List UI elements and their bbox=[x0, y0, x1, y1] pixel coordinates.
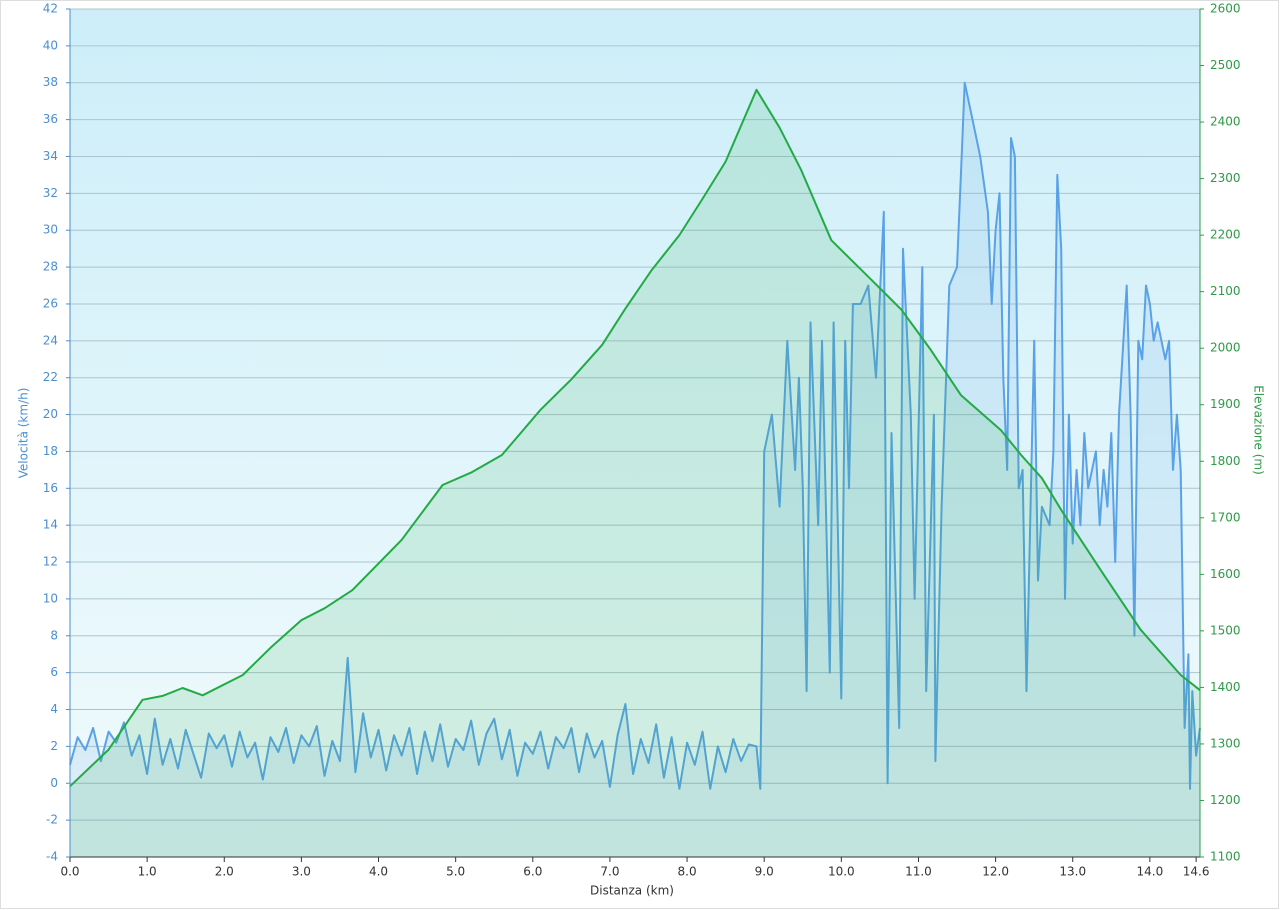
y-tick-label: 16 bbox=[43, 481, 58, 495]
x-tick-label: 11.0 bbox=[905, 865, 932, 879]
x-tick-label: 10.0 bbox=[828, 865, 855, 879]
y-tick-label: 26 bbox=[43, 296, 58, 310]
x-tick-label: 12.0 bbox=[982, 865, 1009, 879]
y2-tick-label: 1200 bbox=[1210, 793, 1241, 807]
y2-tick-label: 2600 bbox=[1210, 2, 1241, 16]
y-tick-label: 30 bbox=[43, 223, 58, 237]
y-tick-label: 6 bbox=[50, 665, 58, 679]
x-tick-label: 14.0 bbox=[1137, 865, 1164, 879]
x-axis-title: Distanza (km) bbox=[590, 884, 674, 898]
y-tick-label: -4 bbox=[46, 850, 58, 864]
y-tick-label: 24 bbox=[43, 333, 58, 347]
y2-tick-label: 2200 bbox=[1210, 228, 1241, 242]
x-tick-label: 0.0 bbox=[60, 865, 79, 879]
y-tick-label: 28 bbox=[43, 260, 58, 274]
y2-tick-label: 1800 bbox=[1210, 454, 1241, 468]
y-tick-label: 4 bbox=[50, 702, 58, 716]
y-tick-label: 34 bbox=[43, 149, 58, 163]
y2-tick-label: 2400 bbox=[1210, 115, 1241, 129]
y-tick-label: 22 bbox=[43, 370, 58, 384]
y-tick-label: -2 bbox=[46, 813, 58, 827]
y-axis-title: Velocità (km/h) bbox=[17, 388, 31, 479]
y-tick-label: 36 bbox=[43, 112, 58, 126]
x-tick-label: 5.0 bbox=[446, 865, 465, 879]
x-tick-label: 13.0 bbox=[1059, 865, 1086, 879]
x-tick-label: 9.0 bbox=[755, 865, 774, 879]
y-tick-label: 20 bbox=[43, 407, 58, 421]
y2-tick-label: 1600 bbox=[1210, 567, 1241, 581]
x-tick-label: 6.0 bbox=[523, 865, 542, 879]
y-tick-label: 10 bbox=[43, 591, 58, 605]
y-tick-label: 8 bbox=[50, 628, 58, 642]
y-tick-label: 38 bbox=[43, 75, 58, 89]
y-tick-label: 42 bbox=[43, 2, 58, 16]
y-tick-label: 32 bbox=[43, 186, 58, 200]
y2-tick-label: 1100 bbox=[1210, 850, 1241, 864]
y2-tick-label: 2300 bbox=[1210, 171, 1241, 185]
area bbox=[70, 89, 1200, 858]
y2-axis-title: Elevazione (m) bbox=[1252, 385, 1266, 475]
x-tick-label: 7.0 bbox=[600, 865, 619, 879]
x-tick-label: 14.6 bbox=[1183, 865, 1210, 879]
y2-tick-label: 2500 bbox=[1210, 58, 1241, 72]
y-tick-label: 40 bbox=[43, 38, 58, 52]
x-tick-label: 4.0 bbox=[369, 865, 388, 879]
y-tick-label: 0 bbox=[50, 776, 58, 790]
y2-tick-label: 2000 bbox=[1210, 341, 1241, 355]
y-tick-label: 14 bbox=[43, 518, 58, 532]
x-tick-label: 8.0 bbox=[678, 865, 697, 879]
y-tick-label: 12 bbox=[43, 555, 58, 569]
x-tick-label: 2.0 bbox=[215, 865, 234, 879]
y-tick-label: 2 bbox=[50, 739, 58, 753]
x-tick-label: 3.0 bbox=[292, 865, 311, 879]
y2-tick-label: 1400 bbox=[1210, 680, 1241, 694]
y-tick-label: 18 bbox=[43, 444, 58, 458]
y2-tick-label: 1700 bbox=[1210, 510, 1241, 524]
line bbox=[69, 81, 1201, 790]
x-tick-label: 1.0 bbox=[138, 865, 157, 879]
y2-tick-label: 1900 bbox=[1210, 397, 1241, 411]
y2-tick-label: 1500 bbox=[1210, 623, 1241, 637]
y2-tick-label: 1300 bbox=[1210, 736, 1241, 750]
line bbox=[69, 88, 1201, 788]
area bbox=[70, 82, 1200, 857]
y2-tick-label: 2100 bbox=[1210, 284, 1241, 298]
